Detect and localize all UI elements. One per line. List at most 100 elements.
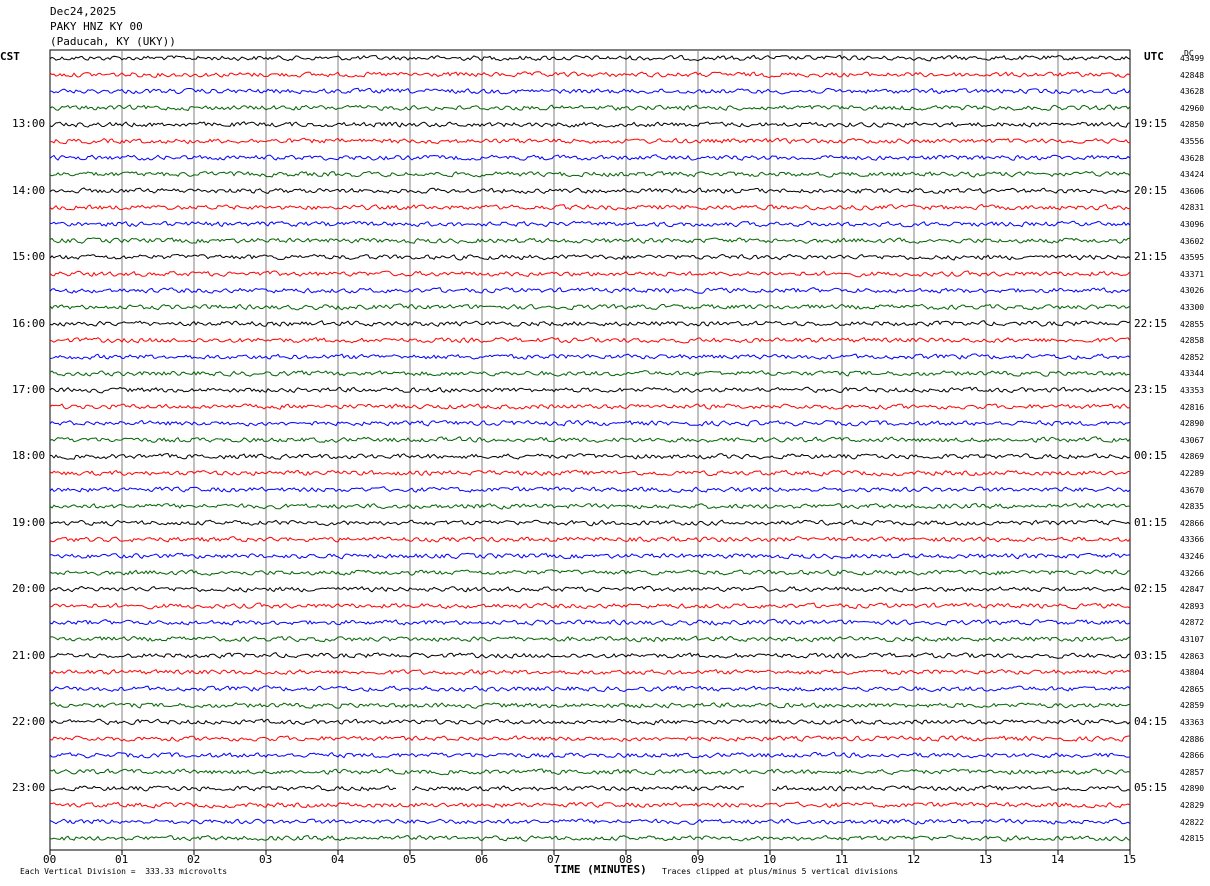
- dc-offset-label: 43628: [1180, 153, 1205, 163]
- trace-25: [49, 452, 1131, 460]
- trace-23: [49, 419, 1131, 427]
- dc-offset-label: 42890: [1180, 784, 1205, 794]
- dc-offset-label: 42960: [1180, 103, 1205, 113]
- left-hour-label: 13:00: [12, 117, 46, 131]
- dc-offset-label: 42850: [1180, 120, 1205, 130]
- dc-offset-label: 43300: [1180, 303, 1205, 312]
- trace-45: [49, 785, 1131, 792]
- plot-frame: [49, 49, 1131, 851]
- x-tick-label: 12: [907, 853, 921, 866]
- right-hour-label: 21:15: [1134, 250, 1168, 264]
- dc-offset-label: 42893: [1180, 601, 1205, 611]
- x-tick-label: 04: [331, 853, 345, 866]
- left-hour-label: 15:00: [12, 250, 46, 264]
- trace-10: [49, 203, 1131, 211]
- trace-28: [49, 502, 1130, 510]
- left-hour-label: 19:00: [12, 515, 46, 529]
- dc-offset-label: 42822: [1180, 817, 1205, 827]
- trace-41: [49, 718, 1131, 726]
- trace-15: [49, 287, 1131, 294]
- trace-11: [50, 220, 1131, 228]
- left-hour-label: 16:00: [12, 316, 46, 330]
- trace-18: [49, 336, 1131, 344]
- trace-7: [49, 154, 1131, 161]
- x-tick-label: 06: [475, 853, 489, 866]
- trace-31: [50, 552, 1131, 560]
- trace-48: [49, 834, 1131, 842]
- dc-offset-label: 42835: [1180, 502, 1205, 512]
- left-hour-label: 18:00: [12, 449, 46, 463]
- x-tick-label: 14: [1051, 853, 1065, 866]
- right-hour-label: 19:15: [1134, 117, 1168, 131]
- trace-14: [49, 270, 1131, 278]
- trace-19: [49, 353, 1131, 360]
- x-tick-label: 09: [691, 853, 705, 866]
- x-tick-label: 05: [403, 853, 417, 866]
- trace-20: [49, 370, 1131, 377]
- plot-date: Dec24,2025: [50, 5, 117, 18]
- trace-8: [49, 170, 1131, 178]
- dc-offset-label: 42869: [1180, 452, 1205, 462]
- trace-33: [49, 585, 1131, 593]
- trace-17: [49, 320, 1131, 327]
- trace-39: [49, 685, 1131, 693]
- trace-9: [49, 187, 1131, 194]
- dc-offset-label: 42847: [1180, 585, 1205, 595]
- trace-16: [49, 303, 1131, 311]
- dc-offset-label: 43595: [1180, 253, 1205, 263]
- right-timezone-label: UTC: [1144, 50, 1164, 63]
- dc-offset-label: 42855: [1180, 319, 1205, 329]
- trace-37: [49, 652, 1131, 659]
- dc-offset-label: 43026: [1180, 286, 1205, 296]
- dc-offset-label: 42890: [1180, 419, 1205, 429]
- left-hour-label: 17:00: [12, 383, 46, 396]
- dc-offset-label: 43670: [1180, 485, 1205, 495]
- dc-column-label: DC: [1184, 49, 1194, 58]
- scale-note: Each Vertical Division = 333.33 microvol…: [20, 867, 228, 876]
- trace-26: [49, 469, 1131, 477]
- trace-40: [49, 702, 1131, 709]
- right-hour-label: 02:15: [1134, 582, 1168, 596]
- trace-24: [49, 436, 1131, 443]
- trace-27: [49, 486, 1131, 493]
- left-hour-label: 14:00: [12, 183, 46, 197]
- dc-offset-label: 43804: [1180, 668, 1205, 678]
- right-hour-label: 22:15: [1134, 316, 1168, 330]
- trace-29: [49, 519, 1131, 527]
- right-hour-label: 04:15: [1134, 715, 1168, 728]
- right-hour-label: 05:15: [1134, 781, 1168, 795]
- left-hour-label: 23:00: [12, 781, 46, 795]
- dc-offset-label: 42829: [1180, 801, 1205, 810]
- left-hour-label: 22:00: [12, 715, 46, 728]
- x-tick-label: 11: [835, 853, 849, 866]
- trace-47: [49, 818, 1131, 826]
- dc-offset-label: 42289: [1180, 469, 1205, 478]
- x-tick-label: 02: [187, 853, 201, 866]
- dc-offset-label: 42848: [1180, 70, 1205, 80]
- dc-offset-label: 43096: [1180, 220, 1205, 229]
- trace-12: [49, 237, 1131, 244]
- trace-3: [49, 87, 1131, 95]
- trace-46: [49, 801, 1131, 809]
- station-code: PAKY HNZ KY 00: [50, 20, 143, 33]
- right-hour-label: 00:15: [1134, 449, 1168, 463]
- x-axis-label: TIME (MINUTES): [554, 863, 647, 876]
- dc-offset-label: 42857: [1180, 767, 1205, 777]
- dc-offset-label: 43424: [1180, 170, 1205, 180]
- dc-offset-label: 42859: [1180, 701, 1205, 711]
- right-hour-label: 20:15: [1134, 183, 1168, 197]
- left-hour-label: 21:00: [12, 648, 46, 662]
- trace-13: [49, 253, 1131, 261]
- dc-offset-label: 43628: [1180, 87, 1205, 97]
- trace-43: [49, 751, 1131, 759]
- dc-offset-label: 43556: [1180, 137, 1205, 146]
- dc-offset-label: 42872: [1180, 618, 1205, 628]
- trace-6: [49, 137, 1131, 145]
- dc-offset-label: 43371: [1180, 269, 1205, 279]
- trace-38: [49, 668, 1131, 676]
- trace-1: [49, 54, 1131, 62]
- x-tick-label: 00: [43, 853, 57, 866]
- trace-5: [49, 121, 1131, 128]
- dc-offset-label: 42866: [1180, 751, 1205, 761]
